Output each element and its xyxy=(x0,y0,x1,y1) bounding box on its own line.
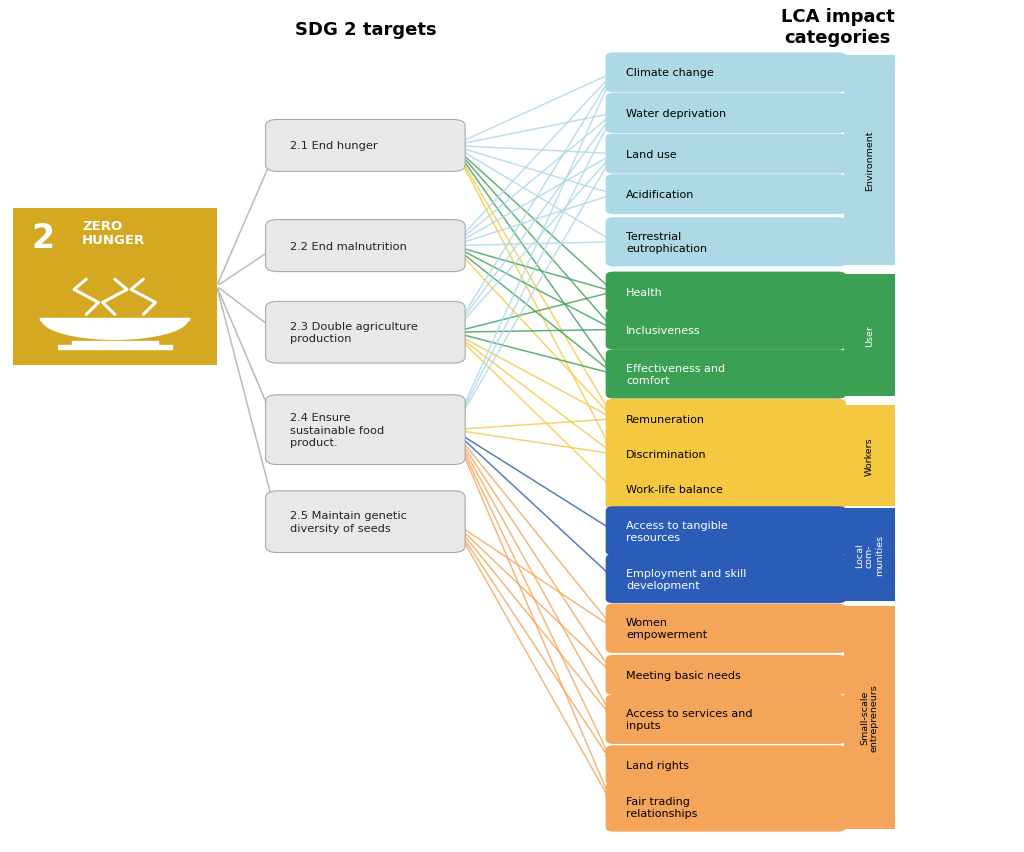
FancyBboxPatch shape xyxy=(606,94,846,134)
FancyBboxPatch shape xyxy=(606,350,846,399)
FancyBboxPatch shape xyxy=(606,604,846,653)
FancyBboxPatch shape xyxy=(606,695,846,744)
FancyBboxPatch shape xyxy=(844,606,895,829)
Text: Discrimination: Discrimination xyxy=(626,450,707,459)
Text: Land use: Land use xyxy=(626,149,677,159)
FancyBboxPatch shape xyxy=(606,746,846,786)
FancyBboxPatch shape xyxy=(606,273,846,313)
Text: 2.1 End hunger: 2.1 End hunger xyxy=(290,141,378,152)
FancyBboxPatch shape xyxy=(606,175,846,215)
Text: Employment and skill
development: Employment and skill development xyxy=(626,568,746,590)
Text: Inclusiveness: Inclusiveness xyxy=(626,325,700,335)
FancyBboxPatch shape xyxy=(606,469,846,509)
FancyBboxPatch shape xyxy=(265,120,465,172)
FancyBboxPatch shape xyxy=(13,209,217,366)
FancyBboxPatch shape xyxy=(265,221,465,273)
Text: Remuneration: Remuneration xyxy=(626,414,706,424)
FancyBboxPatch shape xyxy=(265,302,465,364)
Text: 2.4 Ensure
sustainable food
product.: 2.4 Ensure sustainable food product. xyxy=(290,412,384,447)
Text: LCA impact
categories: LCA impact categories xyxy=(781,8,895,47)
Text: Terrestrial
eutrophication: Terrestrial eutrophication xyxy=(626,232,708,254)
FancyBboxPatch shape xyxy=(606,400,846,440)
Text: Access to services and
inputs: Access to services and inputs xyxy=(626,709,753,730)
Text: Health: Health xyxy=(626,287,663,297)
Text: ZERO
HUNGER: ZERO HUNGER xyxy=(82,219,145,247)
FancyBboxPatch shape xyxy=(844,406,895,506)
Text: SDG 2 targets: SDG 2 targets xyxy=(295,21,436,39)
Text: Water deprivation: Water deprivation xyxy=(626,109,726,118)
Text: Environment: Environment xyxy=(865,130,873,191)
Text: Access to tangible
resources: Access to tangible resources xyxy=(626,521,728,542)
Text: 2: 2 xyxy=(32,222,54,255)
FancyBboxPatch shape xyxy=(606,218,846,268)
Text: Work-life balance: Work-life balance xyxy=(626,485,723,495)
FancyBboxPatch shape xyxy=(606,310,846,350)
FancyBboxPatch shape xyxy=(844,509,895,602)
Text: Workers: Workers xyxy=(865,437,873,475)
FancyBboxPatch shape xyxy=(606,54,846,93)
FancyBboxPatch shape xyxy=(265,492,465,553)
Text: Fair trading
relationships: Fair trading relationships xyxy=(626,796,697,818)
Text: Climate change: Climate change xyxy=(626,68,714,78)
Text: Small-scale
entrepreneurs: Small-scale entrepreneurs xyxy=(860,683,879,751)
Text: Meeting basic needs: Meeting basic needs xyxy=(626,671,740,680)
Text: 2.5 Maintain genetic
diversity of seeds: 2.5 Maintain genetic diversity of seeds xyxy=(290,511,407,533)
FancyBboxPatch shape xyxy=(606,507,846,556)
FancyBboxPatch shape xyxy=(606,435,846,475)
FancyBboxPatch shape xyxy=(606,135,846,175)
Text: Effectiveness and
comfort: Effectiveness and comfort xyxy=(626,364,725,385)
Text: Land rights: Land rights xyxy=(626,761,689,770)
FancyBboxPatch shape xyxy=(606,655,846,695)
Text: 2.2 End malnutrition: 2.2 End malnutrition xyxy=(290,241,407,251)
FancyBboxPatch shape xyxy=(265,395,465,465)
Text: Local
com-
munities: Local com- munities xyxy=(855,534,884,576)
FancyBboxPatch shape xyxy=(844,56,895,265)
Text: 2.3 Double agriculture
production: 2.3 Double agriculture production xyxy=(290,322,418,344)
FancyBboxPatch shape xyxy=(606,782,846,832)
Polygon shape xyxy=(42,320,188,340)
Text: Women
empowerment: Women empowerment xyxy=(626,618,708,640)
FancyBboxPatch shape xyxy=(844,275,895,396)
Text: Acidification: Acidification xyxy=(626,190,694,200)
FancyBboxPatch shape xyxy=(606,555,846,603)
Text: User: User xyxy=(865,325,873,347)
